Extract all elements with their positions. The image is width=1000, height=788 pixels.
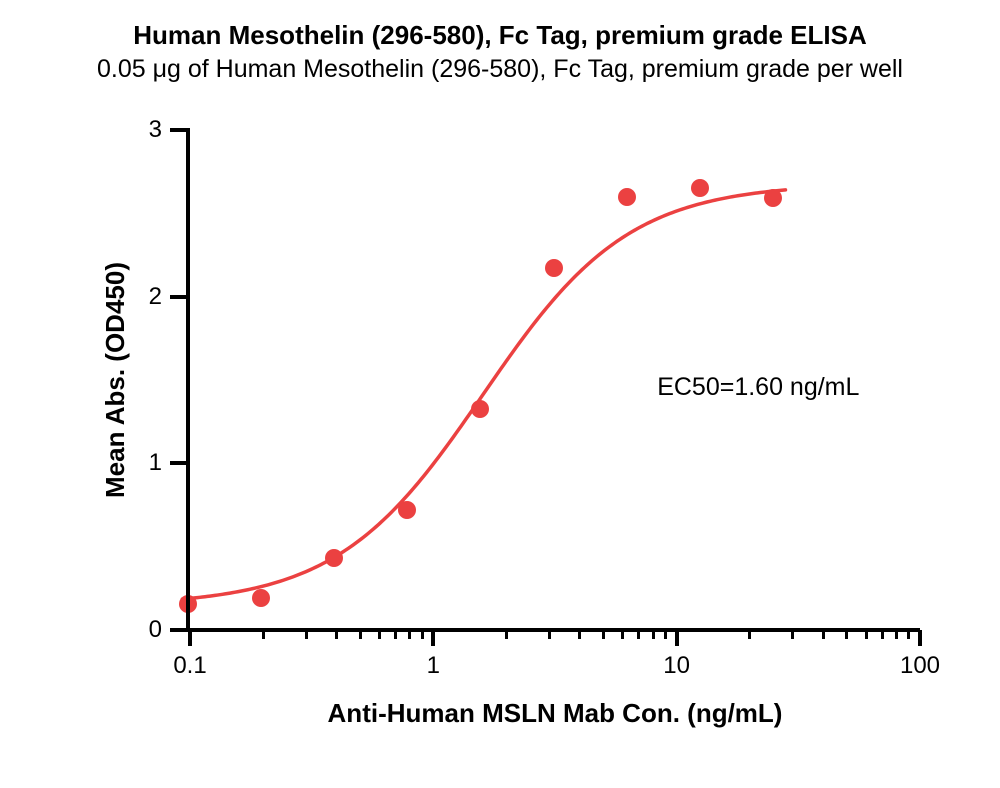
x-minor-tick [378,630,381,639]
x-minor-tick [305,630,308,639]
x-minor-tick [822,630,825,639]
x-major-tick [918,630,922,646]
x-major-tick [675,630,679,646]
x-minor-tick [394,630,397,639]
x-major-tick [188,630,192,646]
y-major-tick [170,128,186,132]
title-block: Human Mesothelin (296-580), Fc Tag, prem… [0,20,1000,84]
x-tick-label: 1 [427,652,440,680]
x-minor-tick [602,630,605,639]
x-tick-label: 0.1 [173,652,206,680]
x-major-tick [431,630,435,646]
x-minor-tick [335,630,338,639]
x-minor-tick [637,630,640,639]
x-axis-line [186,628,920,632]
data-point [764,189,782,207]
x-minor-tick [359,630,362,639]
data-point [545,259,563,277]
x-minor-tick [408,630,411,639]
data-point [398,501,416,519]
chart-title: Human Mesothelin (296-580), Fc Tag, prem… [0,20,1000,51]
x-axis-title: Anti-Human MSLN Mab Con. (ng/mL) [190,698,920,729]
x-minor-tick [548,630,551,639]
x-tick-label: 100 [900,652,940,680]
data-point [325,549,343,567]
y-major-tick [170,461,186,465]
x-minor-tick [895,630,898,639]
x-minor-tick [865,630,868,639]
x-minor-tick [748,630,751,639]
x-minor-tick [262,630,265,639]
x-minor-tick [578,630,581,639]
data-point [691,179,709,197]
x-minor-tick [421,630,424,639]
y-tick-label: 1 [149,449,162,477]
x-minor-tick [845,630,848,639]
y-axis-title: Mean Abs. (OD450) [100,130,131,630]
x-minor-tick [791,630,794,639]
x-minor-tick [907,630,910,639]
ec50-annotation: EC50=1.60 ng/mL [657,373,859,402]
x-minor-tick [505,630,508,639]
x-minor-tick [664,630,667,639]
y-axis-line [186,128,190,632]
y-tick-label: 0 [149,616,162,644]
figure: Human Mesothelin (296-580), Fc Tag, prem… [0,0,1000,788]
data-point [471,400,489,418]
x-minor-tick [652,630,655,639]
y-tick-label: 3 [149,116,162,144]
y-major-tick [170,628,186,632]
chart-subtitle: 0.05 μg of Human Mesothelin (296-580), F… [0,55,1000,84]
x-tick-label: 10 [663,652,690,680]
data-point [618,188,636,206]
x-minor-tick [881,630,884,639]
y-major-tick [170,295,186,299]
x-minor-tick [621,630,624,639]
data-point [252,589,270,607]
y-tick-label: 2 [149,283,162,311]
